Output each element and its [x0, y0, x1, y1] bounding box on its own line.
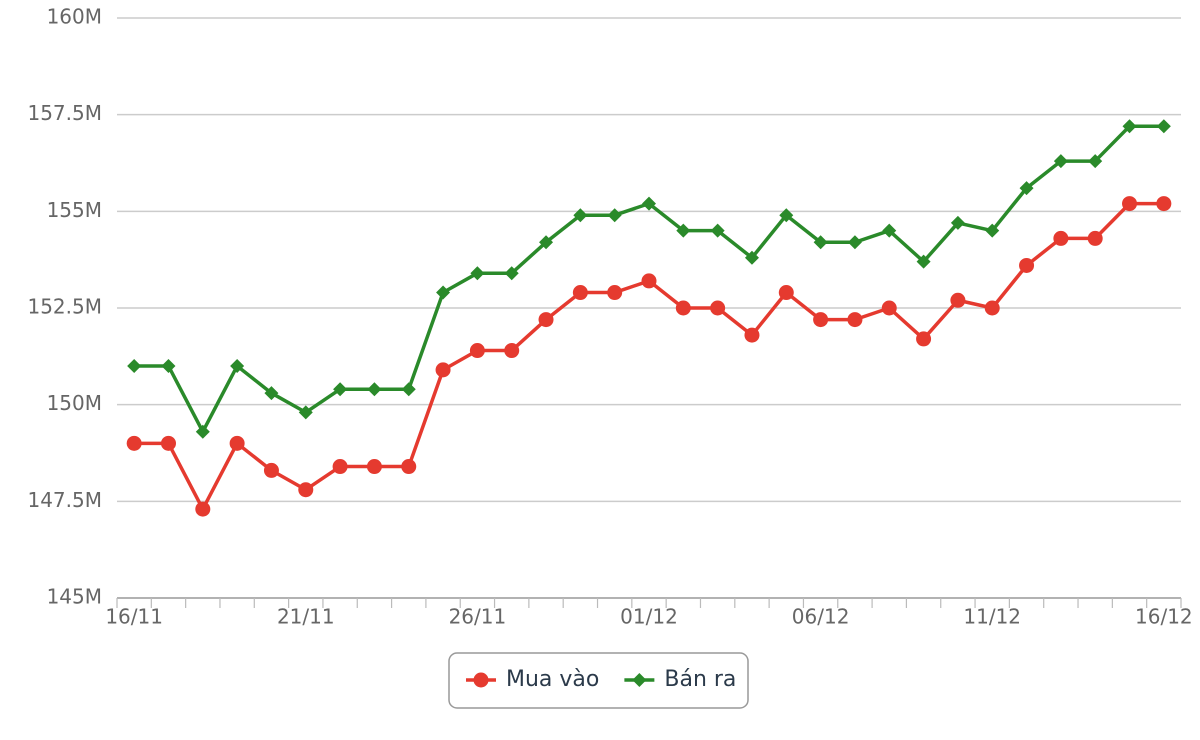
- marker: [470, 266, 485, 281]
- legend-box: [448, 652, 749, 709]
- marker: [367, 382, 382, 397]
- marker: [916, 331, 932, 347]
- legend-label[interactable]: Mua vào: [506, 667, 599, 692]
- marker: [573, 208, 588, 223]
- marker: [1019, 181, 1034, 196]
- marker: [710, 223, 725, 238]
- marker: [1088, 154, 1103, 169]
- marker: [778, 285, 794, 301]
- marker: [675, 300, 691, 316]
- marker: [950, 292, 966, 308]
- marker: [882, 223, 897, 238]
- marker: [332, 459, 348, 475]
- marker: [1156, 119, 1171, 134]
- marker: [1019, 257, 1035, 273]
- marker: [881, 300, 897, 316]
- marker: [264, 386, 279, 401]
- marker: [985, 223, 1000, 238]
- marker: [298, 482, 314, 498]
- marker: [333, 382, 348, 397]
- marker: [744, 327, 760, 343]
- marker: [229, 435, 245, 451]
- marker: [984, 300, 1000, 316]
- marker: [436, 285, 451, 300]
- marker: [1087, 230, 1103, 246]
- y-tick-label: 155M: [47, 198, 102, 222]
- marker: [607, 285, 623, 301]
- marker: [632, 673, 647, 687]
- marker: [1122, 119, 1137, 134]
- marker: [473, 672, 489, 688]
- marker: [298, 405, 313, 420]
- marker: [710, 300, 726, 316]
- marker: [779, 208, 794, 223]
- y-tick-label: 160M: [47, 5, 102, 29]
- marker: [607, 208, 622, 223]
- y-tick-label: 145M: [47, 585, 102, 609]
- marker: [676, 223, 691, 238]
- marker: [539, 235, 554, 250]
- marker: [641, 273, 657, 289]
- marker: [504, 343, 520, 359]
- marker: [230, 359, 245, 373]
- marker: [1053, 154, 1068, 169]
- x-tick-label: 26/11: [449, 605, 507, 629]
- x-tick-label: 16/11: [105, 605, 163, 629]
- x-tick-label: 16/12: [1135, 605, 1193, 629]
- marker: [744, 250, 759, 265]
- marker: [435, 362, 451, 378]
- marker: [160, 435, 176, 451]
- x-tick-label: 21/11: [277, 605, 335, 629]
- marker: [1156, 196, 1172, 212]
- marker: [504, 266, 519, 281]
- marker: [538, 312, 554, 328]
- marker: [263, 462, 279, 478]
- marker: [813, 235, 828, 250]
- marker: [1053, 230, 1069, 246]
- x-tick-label: 01/12: [620, 605, 678, 629]
- marker: [572, 285, 588, 301]
- marker: [950, 215, 965, 230]
- marker: [847, 312, 863, 328]
- marker: [469, 343, 485, 359]
- marker: [916, 254, 931, 269]
- y-tick-label: 157.5M: [27, 101, 102, 125]
- marker: [813, 312, 829, 328]
- marker: [642, 196, 656, 211]
- y-tick-label: 152.5M: [27, 295, 102, 319]
- y-tick-label: 150M: [47, 391, 102, 415]
- marker: [195, 424, 210, 439]
- y-tick-label: 147.5M: [27, 488, 102, 512]
- marker: [127, 359, 142, 373]
- marker: [161, 359, 176, 373]
- x-tick-label: 11/12: [963, 605, 1021, 629]
- legend-label[interactable]: Bán ra: [664, 667, 736, 692]
- series-line: [134, 201, 1164, 511]
- marker: [195, 501, 211, 517]
- x-tick-label: 06/12: [792, 605, 850, 629]
- marker: [401, 459, 417, 475]
- marker: [366, 459, 382, 475]
- marker: [1122, 196, 1138, 212]
- marker: [126, 435, 142, 451]
- marker: [847, 235, 862, 250]
- marker: [401, 382, 416, 397]
